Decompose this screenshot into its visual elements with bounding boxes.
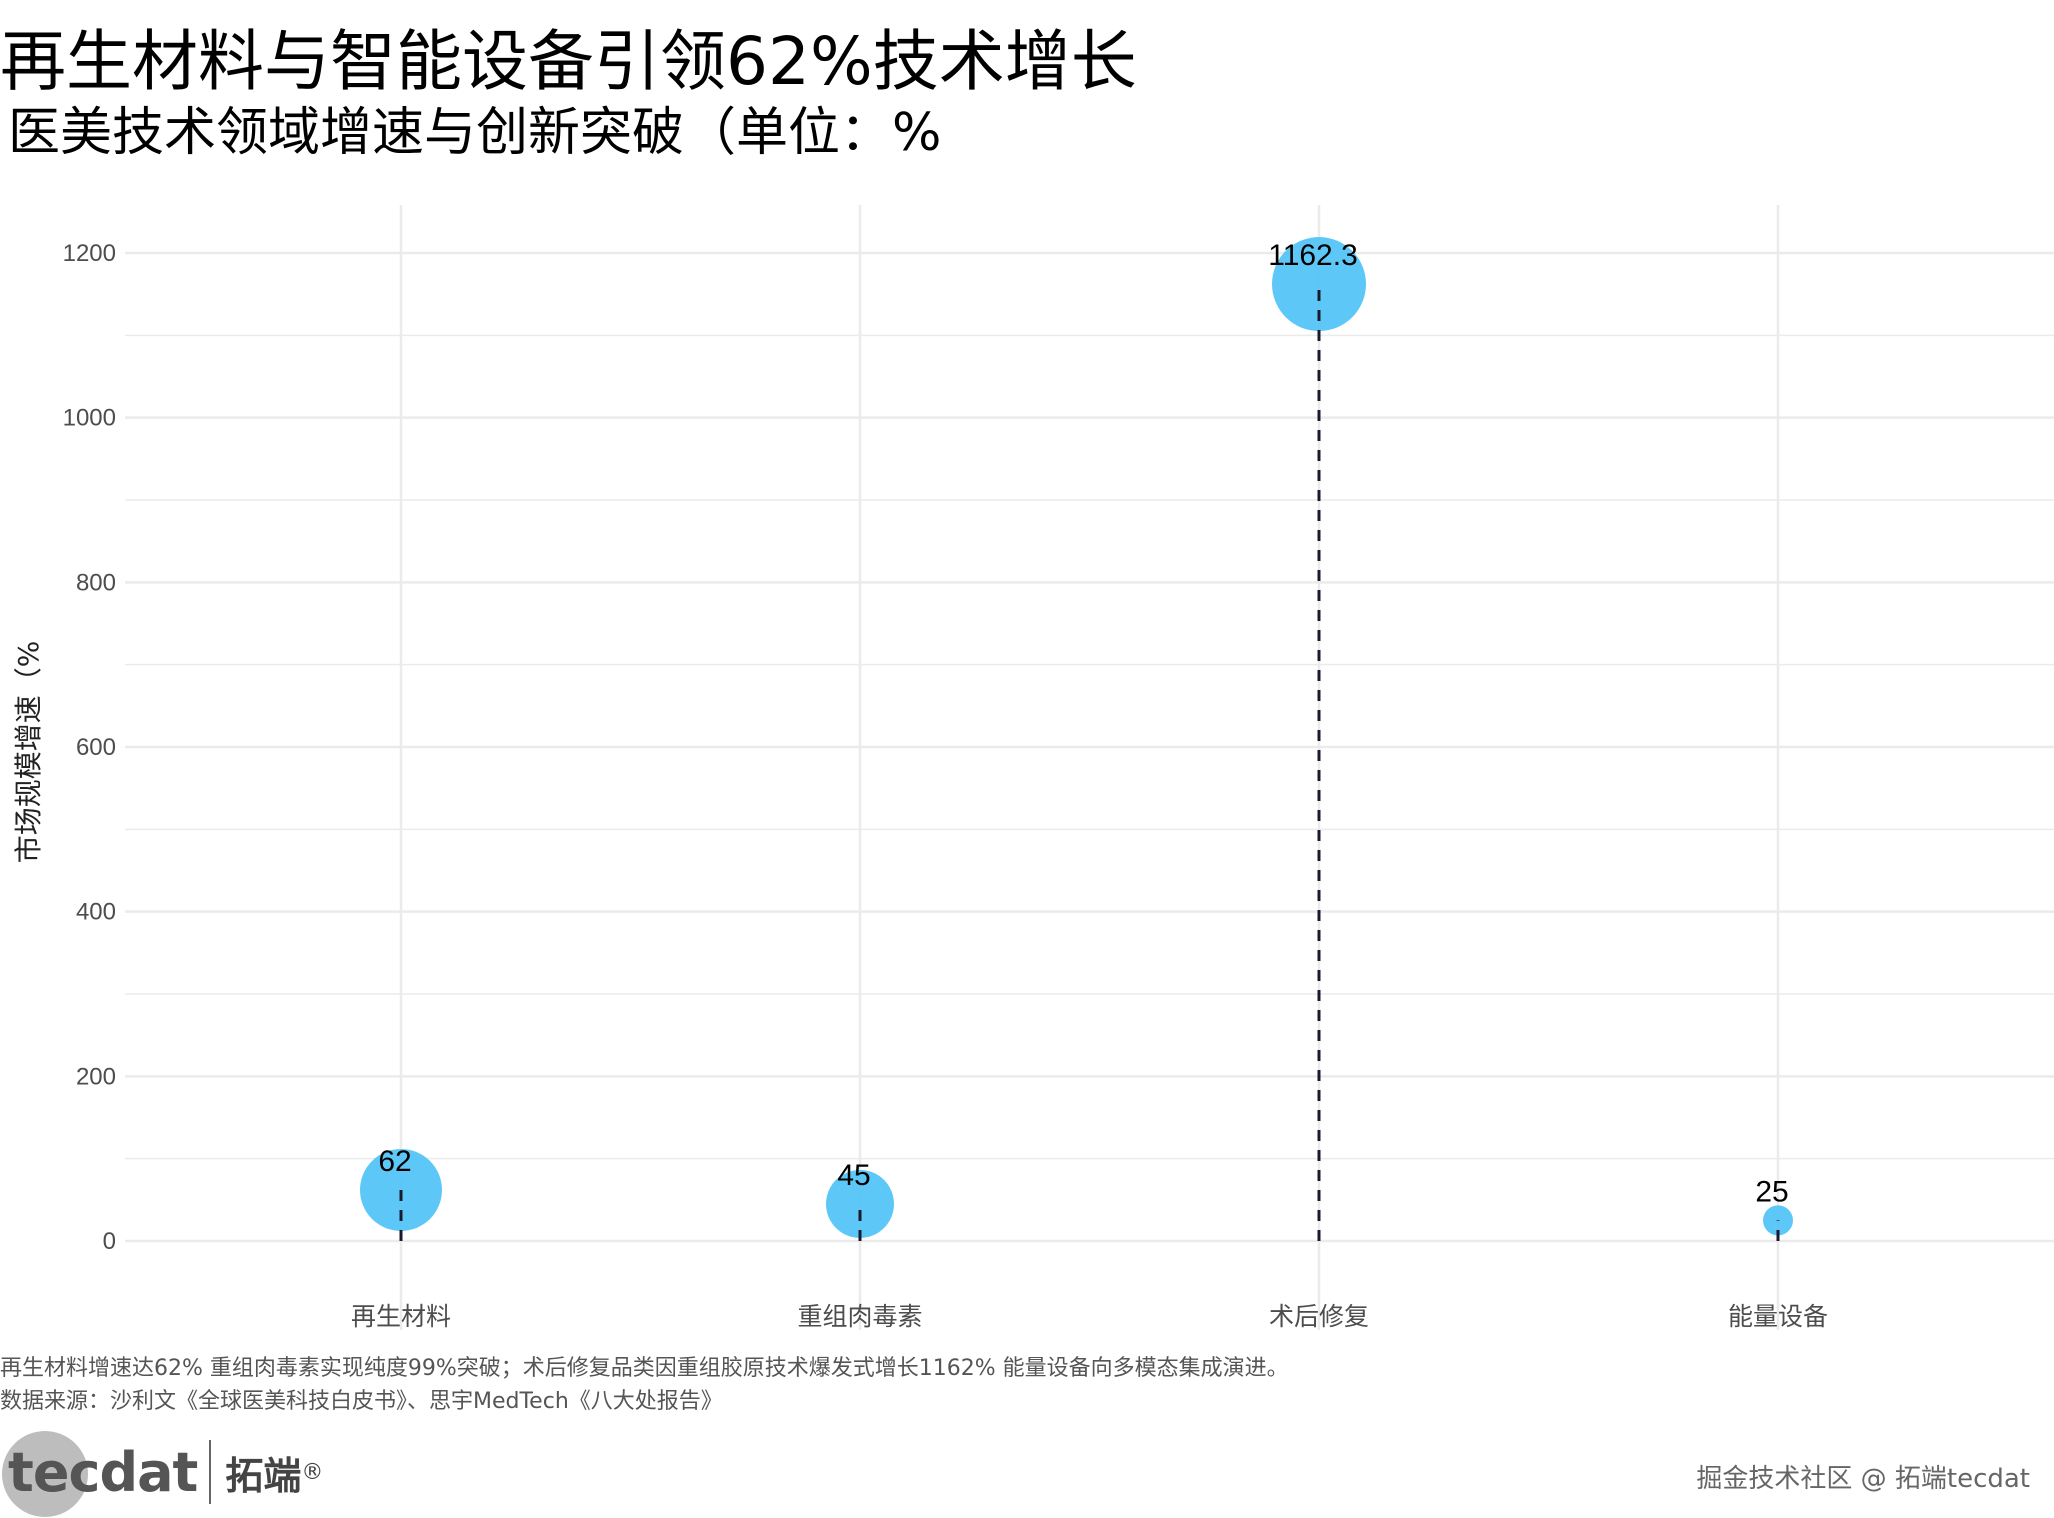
data-label: 62 <box>378 1145 411 1178</box>
data-point <box>360 1148 442 1231</box>
caption-note: 再生材料增速达62% 重组肉毒素实现纯度99%突破；术后修复品类因重组胶原技术爆… <box>0 1356 1289 1381</box>
stems-layer <box>399 284 1780 1241</box>
data-point <box>826 1169 894 1238</box>
logo-cn-text: 拓端 <box>225 1453 302 1498</box>
x-tick-label: 能量设备 <box>1728 1302 1828 1331</box>
y-tick-label: 600 <box>76 734 116 761</box>
x-tick-label: 再生材料 <box>351 1302 451 1331</box>
y-tick-labels: 0 200 400 600 800 1000 1200 <box>63 240 116 1255</box>
x-tick-label: 术后修复 <box>1269 1302 1369 1331</box>
y-tick-label: 1000 <box>63 405 116 432</box>
chart-title: 再生材料与智能设备引领62%技术增长 <box>0 23 1137 100</box>
grid-layer <box>125 205 2054 1330</box>
caption-source: 数据来源：沙利文《全球医美科技白皮书》、思宇MedTech《八大处报告》 <box>0 1389 723 1414</box>
logo-divider <box>209 1440 212 1504</box>
y-tick-label: 200 <box>76 1063 116 1090</box>
chart-subtitle: 医美技术领域增速与创新突破（单位：% <box>8 103 942 163</box>
data-label: 25 <box>1755 1175 1788 1208</box>
data-label: 1162.3 <box>1268 239 1358 272</box>
data-label: 45 <box>837 1159 870 1192</box>
registered-mark: ® <box>301 1459 324 1485</box>
points-layer <box>360 237 1793 1238</box>
tecdat-logo-icon: tecdat <box>2 1430 198 1517</box>
x-tick-labels: 再生材料 重组肉毒素 术后修复 能量设备 <box>351 1302 1828 1331</box>
watermark: 掘金技术社区 @ 拓端tecdat <box>1696 1464 2030 1494</box>
y-tick-label: 1200 <box>63 240 116 267</box>
y-axis-label: 市场规模增速（% <box>12 641 45 864</box>
data-labels-layer: 62 45 1162.3 25 <box>378 239 1788 1208</box>
x-tick-label: 重组肉毒素 <box>797 1302 922 1331</box>
data-point <box>1272 237 1366 332</box>
brand-logo: tecdat 拓端 ® <box>2 1430 324 1517</box>
y-tick-label: 0 <box>103 1228 116 1255</box>
y-tick-label: 800 <box>76 569 116 596</box>
y-tick-label: 400 <box>76 899 116 926</box>
